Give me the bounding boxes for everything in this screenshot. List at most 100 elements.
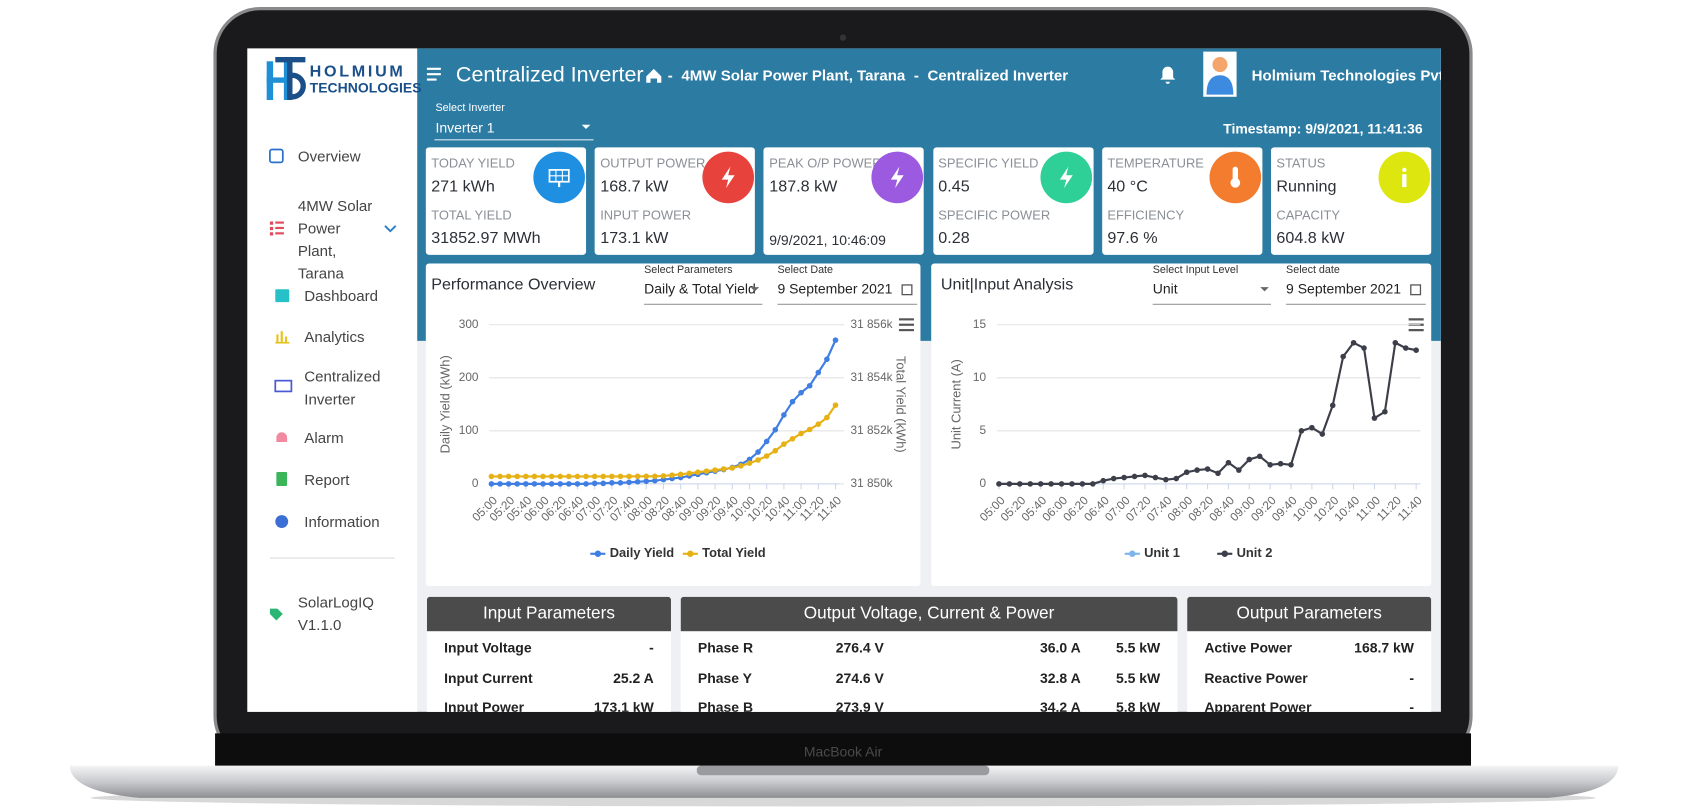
card-label: INPUT POWER <box>600 207 692 223</box>
table-cell: 5.5 kW <box>1115 640 1161 657</box>
breadcrumb-part: - <box>667 66 673 84</box>
table-cell: Input Voltage <box>444 640 532 657</box>
table-cell: Active Power <box>1204 640 1293 657</box>
card-value: Running <box>1276 177 1337 196</box>
timestamp: Timestamp: 9/9/2021, 11:41:36 <box>1223 120 1423 137</box>
nav-item[interactable]: Overview <box>297 147 361 165</box>
card-value: 40 °C <box>1107 177 1148 196</box>
version: SolarLogIQ V1.1.0 <box>297 593 375 634</box>
control-label: Select Date <box>777 264 834 277</box>
table-cell: 168.7 kW <box>1354 640 1415 657</box>
card-value: 604.8 kW <box>1276 229 1345 248</box>
table-title: Output Parameters <box>1236 604 1382 624</box>
stat-card: TODAY YIELD 271 kWh TOTAL YIELD 31852.97 MW… <box>425 147 587 255</box>
stat-card: SPECIFIC YIELD 0.45 SPECIFIC POWER 0.28 <box>932 147 1094 255</box>
select-value[interactable]: Inverter 1 <box>435 119 495 136</box>
table-panel: Output Parameters Active Power 168.7 kW Rea… <box>1187 596 1432 712</box>
camera <box>839 34 847 41</box>
card-value: 271 kWh <box>431 177 495 196</box>
table-cell: Input Current <box>444 669 533 686</box>
table-cell: Phase Y <box>697 669 753 686</box>
card-value: 97.6 % <box>1107 229 1158 248</box>
control-value[interactable]: Unit <box>1152 280 1178 297</box>
card-label: TODAY YIELD <box>431 155 515 171</box>
control-label: Select Parameters <box>644 264 733 277</box>
table-cell: Phase B <box>697 699 754 712</box>
nav-item[interactable]: Alarm <box>304 429 344 447</box>
table-title: Output Voltage, Current & Power <box>803 604 1055 624</box>
chart-title: Performance Overview <box>431 275 596 294</box>
nav-item[interactable]: Dashboard <box>304 287 378 305</box>
logo-text: TECHNOLOGIES <box>309 79 422 96</box>
notch <box>696 765 990 776</box>
table-cell: 34.2 A <box>1039 699 1081 712</box>
select-label: Select Inverter <box>435 102 505 114</box>
breadcrumb-part[interactable]: Centralized Inverter <box>927 66 1069 84</box>
breadcrumb-part[interactable]: 4MW Solar Power Plant, Tarana <box>681 66 906 84</box>
nav-item[interactable]: Centralized Inverter <box>304 367 381 408</box>
table-cell: - <box>649 640 654 657</box>
control-label: Select Input Level <box>1152 264 1239 277</box>
card-value: 31852.97 MWh <box>431 229 541 248</box>
stat-card: OUTPUT POWER 168.7 kW INPUT POWER 173.1 kW <box>594 147 756 255</box>
card-value: 0.45 <box>938 177 970 196</box>
table-cell: Phase R <box>697 640 754 657</box>
control-value[interactable]: Daily & Total Yield <box>644 280 756 297</box>
table-cell: 5.5 kW <box>1115 669 1161 686</box>
table-cell: - <box>1409 669 1415 686</box>
page-title: Centralized Inverter <box>455 63 644 88</box>
table-panel: Output Voltage, Current & Power Phase R 27… <box>680 596 1178 712</box>
table-cell: 273.9 V <box>835 699 884 712</box>
logo-text: HOLMIUM <box>309 62 406 81</box>
nav-item[interactable]: Report <box>304 470 350 489</box>
card-value: 173.1 kW <box>600 229 669 248</box>
control-label: Select date <box>1286 264 1340 277</box>
table-cell: 25.2 A <box>613 669 654 686</box>
control-value[interactable]: 9 September 2021 <box>777 280 893 297</box>
control-value[interactable]: 9 September 2021 <box>1286 280 1402 297</box>
table-title: Input Parameters <box>482 604 615 624</box>
table-cell: 173.1 kW <box>593 699 654 712</box>
nav-item[interactable]: 4MW Solar Power Plant, Tarana <box>297 196 373 282</box>
card-value: 9/9/2021, 10:46:09 <box>769 232 886 249</box>
table-cell: 5.8 kW <box>1115 699 1161 712</box>
card-label: SPECIFIC POWER <box>938 207 1051 223</box>
table-cell: 36.0 A <box>1039 640 1081 657</box>
table-cell: 32.8 A <box>1039 669 1081 686</box>
table-cell: - <box>1409 699 1415 712</box>
card-label: EFFICIENCY <box>1107 207 1185 223</box>
table-cell: 276.4 V <box>835 640 884 657</box>
card-label: STATUS <box>1276 155 1326 171</box>
nav-item[interactable]: Information <box>304 512 380 531</box>
card-label: CAPACITY <box>1276 207 1340 223</box>
laptop-base <box>69 765 1619 798</box>
card-value: 168.7 kW <box>600 177 669 196</box>
table-cell: 274.6 V <box>835 669 884 686</box>
hinge <box>215 733 1472 766</box>
screen: HOLMIUM TECHNOLOGIES Overview 4MW Solar Pow… <box>247 48 1441 712</box>
card-value: 187.8 kW <box>769 177 838 196</box>
device-label: MacBook Air <box>804 743 883 759</box>
table-cell: Input Power <box>444 699 525 712</box>
card-label: TOTAL YIELD <box>431 207 512 223</box>
ui-layer: HOLMIUM TECHNOLOGIES Overview 4MW Solar Pow… <box>247 48 1441 712</box>
app: HOLMIUM TECHNOLOGIES Overview 4MW Solar Pow… <box>247 48 1441 712</box>
card-label: SPECIFIC YIELD <box>938 155 1039 171</box>
breadcrumb-part: - <box>913 66 919 84</box>
card-label: OUTPUT POWER <box>600 155 706 171</box>
breadcrumb: -4MW Solar Power Plant, Tarana - Centraliz… <box>668 66 1068 85</box>
stat-card: PEAK O/P POWER 187.8 kW 9/9/2021, 10:46:09 <box>763 147 925 255</box>
table-header-bg <box>1187 596 1432 632</box>
nav-item[interactable]: Analytics <box>304 327 365 346</box>
table-cell: Reactive Power <box>1204 669 1308 686</box>
card-label: PEAK O/P POWER <box>769 155 882 171</box>
stat-card: TEMPERATURE 40 °C EFFICIENCY 97.6 % <box>1101 147 1263 255</box>
table-header-bg <box>680 596 1178 632</box>
table-panel: Input Parameters Input Voltage - Input Curr… <box>426 596 671 712</box>
card-label: TEMPERATURE <box>1107 155 1204 171</box>
card-value: 0.28 <box>938 229 970 248</box>
table-header-bg <box>426 596 671 632</box>
chart-title: Unit|Input Analysis <box>940 275 1074 294</box>
